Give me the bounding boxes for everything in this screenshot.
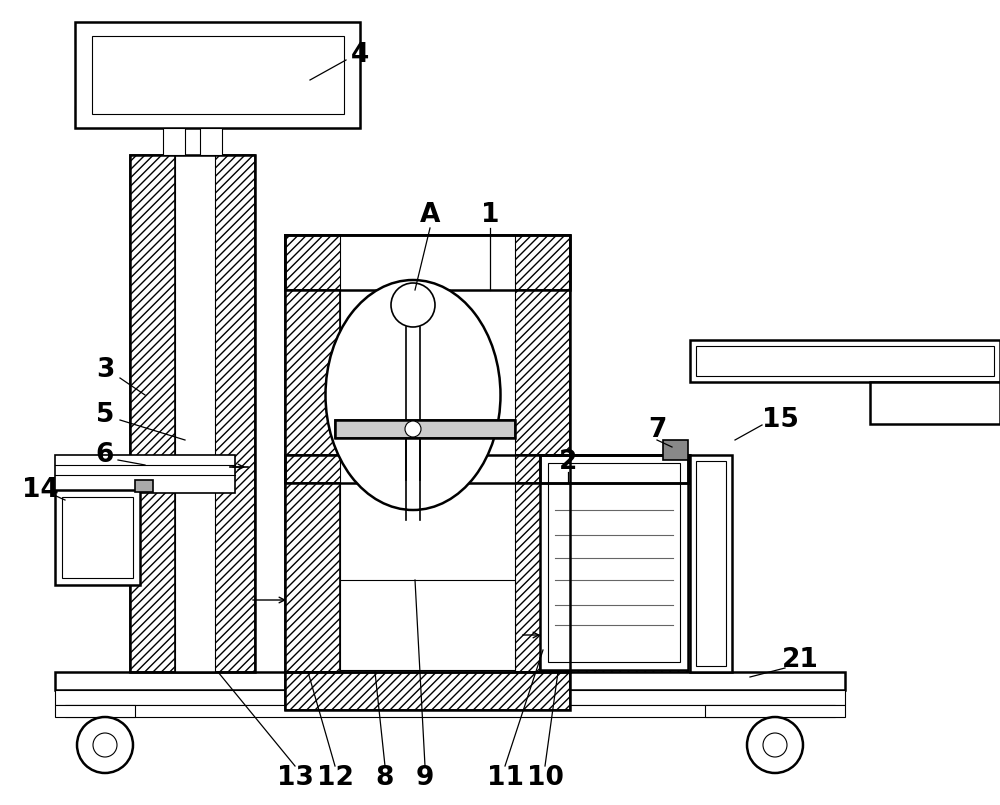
Bar [690, 455, 732, 672]
Bar [335, 420, 515, 438]
Text: 3: 3 [96, 357, 114, 383]
Text: 10: 10 [527, 765, 563, 791]
Bar [130, 155, 175, 672]
Bar [215, 155, 255, 672]
Bar [92, 36, 344, 114]
Bar [870, 382, 1000, 424]
Text: 6: 6 [96, 442, 114, 468]
Bar [335, 420, 515, 438]
Text: 1: 1 [481, 202, 499, 228]
Bar [285, 235, 570, 290]
Bar [690, 340, 1000, 382]
Text: 14: 14 [22, 477, 58, 503]
Bar [285, 672, 570, 710]
Circle shape [747, 717, 803, 773]
Text: 15: 15 [762, 407, 798, 433]
Circle shape [405, 421, 421, 437]
Text: 12: 12 [317, 765, 353, 791]
Ellipse shape [326, 280, 501, 510]
Text: 8: 8 [376, 765, 394, 791]
Bar [540, 455, 688, 483]
Bar [163, 128, 185, 155]
Bar [55, 690, 845, 705]
Text: 9: 9 [416, 765, 434, 791]
Text: 11: 11 [486, 765, 524, 791]
Bar [55, 672, 845, 690]
Bar [540, 455, 688, 670]
Bar [705, 705, 845, 717]
Text: 7: 7 [648, 417, 666, 443]
Bar [696, 461, 726, 666]
Bar [696, 346, 994, 376]
Text: 4: 4 [351, 42, 369, 68]
Bar [340, 580, 515, 670]
Circle shape [93, 733, 117, 757]
Bar [65, 705, 835, 717]
Text: A: A [420, 202, 440, 228]
Bar [55, 490, 140, 585]
Text: 5: 5 [96, 402, 114, 428]
Bar [75, 22, 360, 44]
Circle shape [391, 283, 435, 327]
Bar [75, 106, 360, 128]
Bar [130, 155, 255, 672]
Bar [285, 235, 570, 290]
Bar [515, 235, 570, 672]
Bar [340, 235, 515, 672]
Bar [135, 480, 153, 492]
Bar [285, 235, 340, 672]
Text: 21: 21 [782, 647, 818, 673]
Bar [285, 455, 690, 483]
Bar [663, 440, 688, 460]
Text: 13: 13 [277, 765, 313, 791]
Bar [540, 658, 688, 672]
Text: 2: 2 [559, 449, 577, 475]
Bar [540, 455, 688, 483]
Bar [62, 497, 133, 578]
Bar [285, 455, 690, 483]
Bar [55, 705, 135, 717]
Bar [55, 455, 235, 493]
Bar [285, 235, 570, 672]
Bar [548, 463, 680, 662]
Bar [200, 128, 222, 155]
Bar [75, 22, 360, 128]
Circle shape [763, 733, 787, 757]
Bar [175, 155, 215, 672]
Circle shape [77, 717, 133, 773]
Bar [285, 672, 570, 710]
